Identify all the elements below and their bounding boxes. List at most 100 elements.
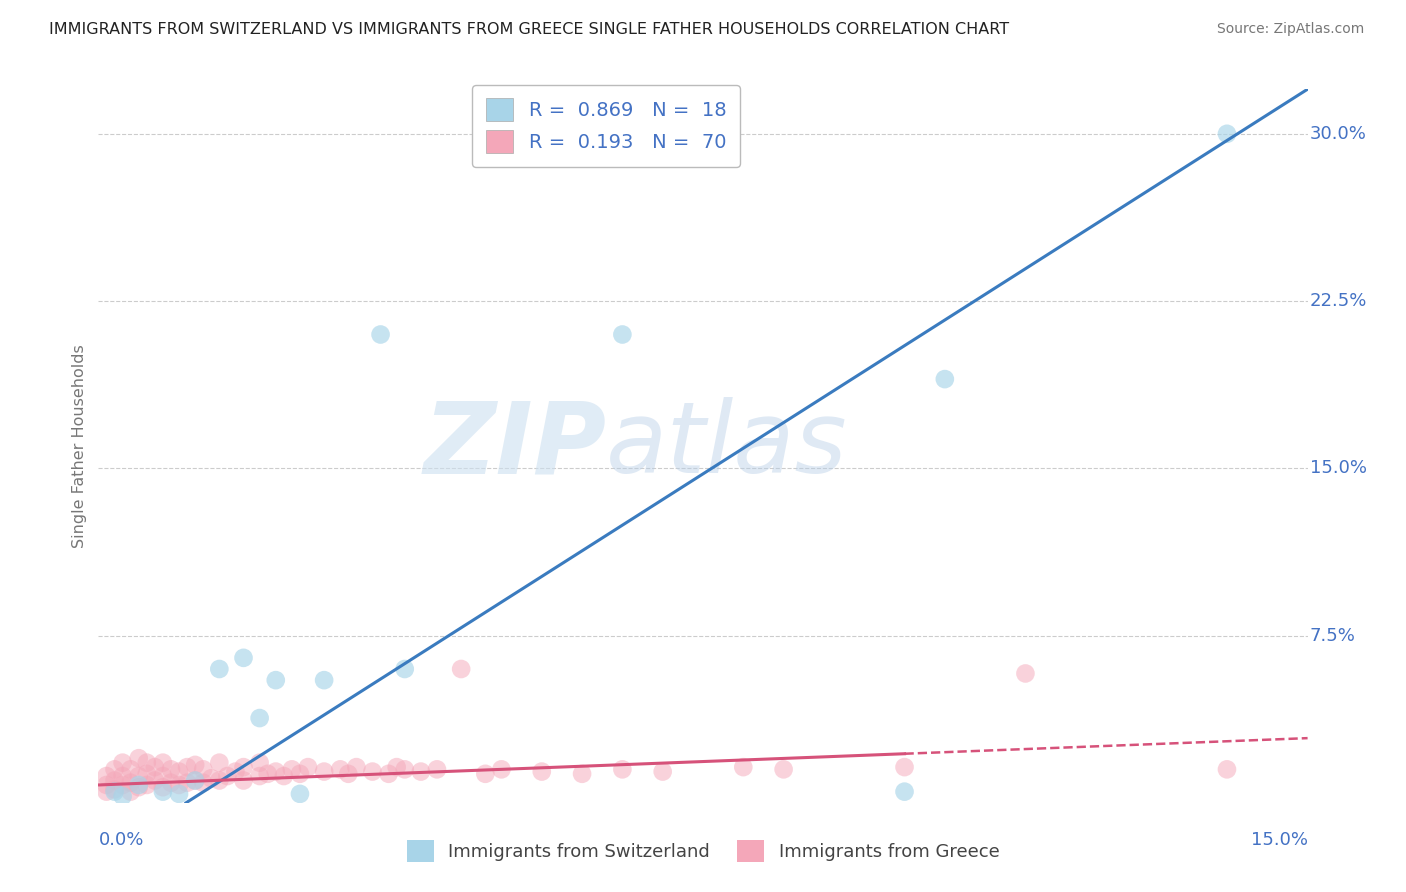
Text: 22.5%: 22.5% (1310, 292, 1368, 310)
Point (651, 764, 673, 779)
Point (111, 756, 134, 770)
Point (152, 785, 174, 799)
Point (893, 785, 915, 799)
Point (394, 662, 416, 676)
Point (249, 769, 271, 783)
Point (385, 760, 408, 774)
Point (224, 764, 246, 779)
Legend: Immigrants from Switzerland, Immigrants from Greece: Immigrants from Switzerland, Immigrants … (399, 833, 1007, 870)
Point (103, 785, 125, 799)
Point (232, 760, 254, 774)
Point (314, 764, 336, 779)
Text: 30.0%: 30.0% (1310, 125, 1367, 143)
Point (232, 651, 254, 665)
Point (232, 773, 254, 788)
Point (160, 776, 183, 790)
Point (152, 780, 174, 795)
Text: atlas: atlas (606, 398, 848, 494)
Point (167, 787, 190, 801)
Point (264, 673, 287, 687)
Point (152, 769, 174, 783)
Point (200, 771, 222, 786)
Point (128, 778, 150, 792)
Point (264, 764, 287, 779)
Point (256, 767, 278, 781)
Point (111, 778, 134, 792)
Point (370, 327, 392, 342)
Y-axis label: Single Father Households: Single Father Households (72, 344, 87, 548)
Point (893, 760, 915, 774)
Point (288, 767, 311, 781)
Point (474, 767, 496, 781)
Point (103, 762, 125, 776)
Point (329, 762, 352, 776)
Point (208, 773, 231, 788)
Point (143, 773, 166, 788)
Point (143, 760, 166, 774)
Text: 15.0%: 15.0% (1250, 831, 1308, 849)
Text: ZIP: ZIP (423, 398, 606, 494)
Point (120, 762, 142, 776)
Point (167, 778, 190, 792)
Point (249, 711, 271, 725)
Point (96, 769, 118, 783)
Point (273, 769, 295, 783)
Point (184, 758, 207, 772)
Point (135, 756, 157, 770)
Point (167, 764, 190, 779)
Point (184, 773, 207, 788)
Point (772, 762, 794, 776)
Point (530, 764, 553, 779)
Point (128, 780, 150, 795)
Point (337, 767, 360, 781)
Point (288, 787, 311, 801)
Legend: R =  0.869   N =  18, R =  0.193   N =  70: R = 0.869 N = 18, R = 0.193 N = 70 (472, 85, 740, 167)
Point (426, 762, 449, 776)
Point (571, 767, 593, 781)
Point (1216, 762, 1239, 776)
Point (208, 662, 231, 676)
Point (344, 760, 367, 774)
Point (176, 760, 198, 774)
Text: IMMIGRANTS FROM SWITZERLAND VS IMMIGRANTS FROM GREECE SINGLE FATHER HOUSEHOLDS C: IMMIGRANTS FROM SWITZERLAND VS IMMIGRANT… (49, 22, 1010, 37)
Text: Source: ZipAtlas.com: Source: ZipAtlas.com (1216, 22, 1364, 37)
Point (361, 764, 384, 779)
Point (491, 762, 513, 776)
Point (249, 756, 271, 770)
Point (612, 327, 634, 342)
Point (135, 767, 157, 781)
Text: 7.5%: 7.5% (1310, 626, 1355, 645)
Point (128, 751, 150, 765)
Point (1014, 666, 1036, 681)
Text: 0.0%: 0.0% (98, 831, 143, 849)
Point (377, 767, 399, 781)
Point (193, 762, 215, 776)
Point (103, 773, 125, 788)
Point (111, 789, 134, 804)
Point (409, 764, 432, 779)
Point (450, 662, 472, 676)
Point (208, 756, 231, 770)
Point (184, 773, 207, 788)
Text: 15.0%: 15.0% (1310, 459, 1367, 477)
Point (281, 762, 304, 776)
Point (120, 785, 142, 799)
Point (1216, 127, 1239, 141)
Point (733, 760, 755, 774)
Point (193, 776, 215, 790)
Point (314, 673, 336, 687)
Point (128, 769, 150, 783)
Point (103, 782, 125, 797)
Point (135, 778, 157, 792)
Point (96, 785, 118, 799)
Point (612, 762, 634, 776)
Point (160, 762, 183, 776)
Point (176, 776, 198, 790)
Point (394, 762, 416, 776)
Point (934, 372, 956, 386)
Point (297, 760, 319, 774)
Point (120, 776, 142, 790)
Point (217, 769, 239, 783)
Point (96, 778, 118, 792)
Point (111, 769, 134, 783)
